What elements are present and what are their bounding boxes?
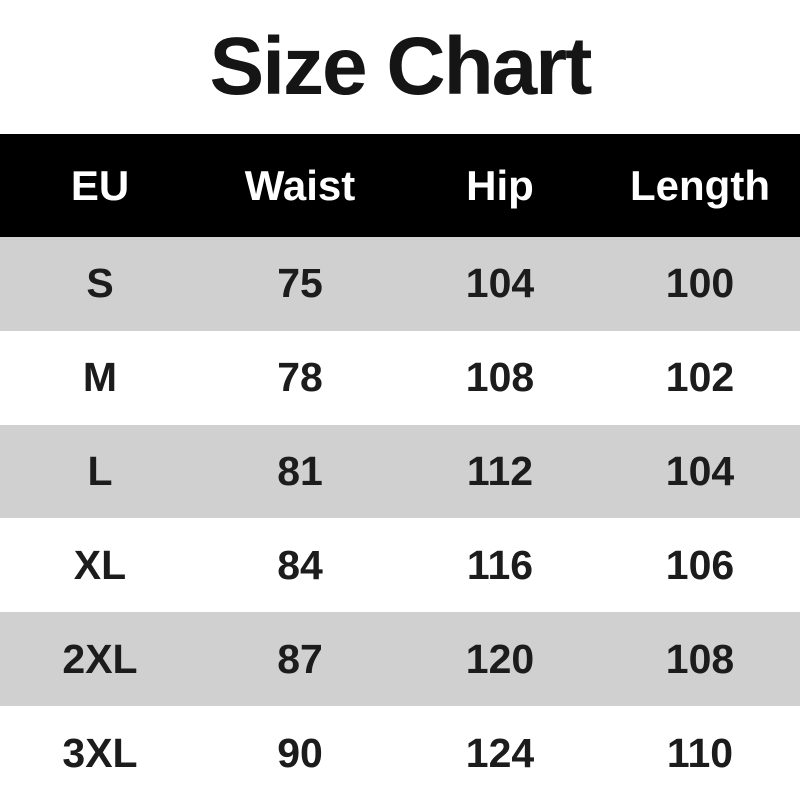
cell-hip: 104 [465, 260, 535, 307]
cell-hip: 124 [465, 729, 535, 776]
cell-waist: 87 [277, 635, 323, 682]
cell-length: 106 [665, 541, 735, 588]
cell-length: 100 [665, 260, 735, 307]
cell-size: M [82, 354, 118, 401]
header-cell-waist: Waist [244, 161, 356, 209]
header-cell-hip: Hip [466, 161, 534, 209]
table-header-row: EU Waist Hip Length [0, 134, 800, 237]
cell-waist: 75 [277, 260, 323, 307]
cell-hip: 108 [465, 354, 535, 401]
header-cell-eu: EU [70, 161, 130, 209]
cell-waist: 81 [277, 448, 323, 495]
cell-waist: 90 [277, 729, 323, 776]
table-row-3xl: 3XL 90 124 110 [0, 706, 800, 800]
cell-size: 3XL [62, 729, 138, 776]
cell-length: 110 [666, 729, 734, 776]
table-row-2xl: 2XL 87 120 108 [0, 612, 800, 707]
table-row-l: L 81 112 104 [0, 424, 800, 519]
cell-hip: 120 [465, 635, 535, 682]
header-cell-length: Length [630, 161, 770, 209]
cell-hip: 116 [466, 541, 534, 588]
title-area: Size Chart [0, 0, 800, 134]
table-row-s: S 75 104 100 [0, 237, 800, 331]
cell-length: 108 [665, 635, 735, 682]
page-title: Size Chart [209, 21, 593, 112]
cell-size: XL [73, 541, 127, 588]
cell-size: S [86, 260, 114, 307]
table-body: S 75 104 100 M 78 108 102 L 81 112 104 X… [0, 237, 800, 800]
table-row-xl: XL 84 116 106 [0, 518, 800, 612]
table-row-m: M 78 108 102 [0, 331, 800, 425]
cell-size: L [87, 448, 113, 495]
cell-length: 102 [665, 354, 735, 401]
cell-waist: 78 [277, 354, 323, 401]
cell-hip: 112 [466, 448, 534, 495]
cell-size: 2XL [62, 635, 138, 682]
cell-waist: 84 [277, 541, 323, 588]
cell-length: 104 [665, 448, 735, 495]
